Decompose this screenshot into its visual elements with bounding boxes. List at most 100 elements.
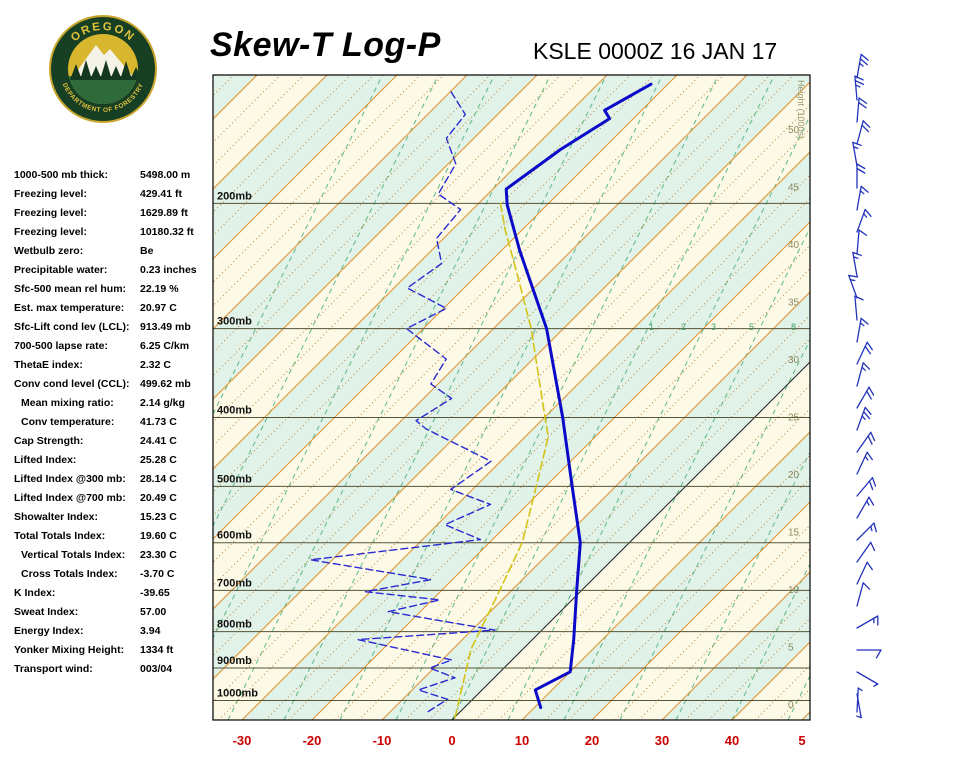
svg-text:200mb: 200mb [217, 190, 252, 202]
index-label: Lifted Index @700 mb: [14, 492, 126, 504]
index-label: Transport wind: [14, 663, 93, 675]
index-label: 700-500 lapse rate: [14, 340, 108, 352]
index-value: 6.25 C/km [140, 340, 190, 352]
dotted-isotherms [213, 75, 810, 720]
index-row: Vertical Totals Index: 23.30 C [14, 549, 220, 568]
index-row: Cap Strength: 24.41 C [14, 435, 220, 454]
index-label: Freezing level: [14, 226, 87, 238]
svg-text:25: 25 [788, 413, 800, 424]
index-row: Transport wind: 003/04 [14, 663, 220, 682]
index-row: Lifted Index @300 mb: 28.14 C [14, 473, 220, 492]
dewpoint-trace [309, 87, 496, 713]
temperature-bands [213, 75, 810, 720]
index-value: 23.30 C [140, 549, 177, 561]
index-value: 25.28 C [140, 454, 177, 466]
temperature-trace [504, 82, 653, 710]
svg-text:1000mb: 1000mb [217, 688, 258, 700]
svg-text:600mb: 600mb [217, 530, 252, 542]
svg-text:40: 40 [725, 733, 739, 748]
index-label: Yonker Mixing Height: [14, 644, 125, 656]
svg-text:700mb: 700mb [217, 577, 252, 589]
index-value: -3.70 C [140, 568, 175, 580]
index-value: 28.14 C [140, 473, 177, 485]
index-row: 700-500 lapse rate: 6.25 C/km [14, 340, 220, 359]
svg-text:5: 5 [749, 322, 754, 332]
station-label: KSLE 0000Z 16 JAN 17 [533, 38, 778, 64]
index-row: 1000-500 mb thick: 5498.00 m [14, 169, 220, 188]
index-label: Precipitable water: [14, 264, 108, 276]
svg-text:800mb: 800mb [217, 619, 252, 631]
index-row: Freezing level: 1629.89 ft [14, 207, 220, 226]
index-row: Energy Index: 3.94 [14, 625, 220, 644]
svg-text:20: 20 [585, 733, 599, 748]
index-row: Sfc-500 mean rel hum: 22.19 % [14, 283, 220, 302]
indices-panel: 1000-500 mb thick: 5498.00 m Freezing leve… [14, 169, 220, 682]
index-value: 15.23 C [140, 511, 177, 523]
index-label: Freezing level: [14, 207, 87, 219]
index-label: Lifted Index @300 mb: [14, 473, 126, 485]
index-label: Sweat Index: [14, 606, 79, 618]
pressure-lines [213, 202, 810, 702]
index-value: Be [140, 245, 154, 257]
index-label: Cross Totals Index: [21, 568, 118, 580]
svg-text:15: 15 [788, 528, 800, 539]
index-value: 2.14 g/kg [140, 397, 185, 409]
index-row: K Index: -39.65 [14, 587, 220, 606]
chart-border [212, 74, 811, 721]
svg-text:10: 10 [788, 585, 800, 596]
index-value: 0.23 inches [140, 264, 197, 276]
moist-adiabats [213, 75, 810, 720]
index-value: 19.60 C [140, 530, 177, 542]
index-value: 41.73 C [140, 416, 177, 428]
svg-text:5: 5 [798, 733, 805, 748]
isotherms [213, 75, 810, 720]
index-row: ThetaE index: 2.32 C [14, 359, 220, 378]
index-row: Showalter Index: 15.23 C [14, 511, 220, 530]
svg-text:10: 10 [515, 733, 529, 748]
height-scale: 0 5 10 15 20 25 30 35 40 45 50 [788, 125, 800, 711]
svg-text:300mb: 300mb [217, 316, 252, 328]
index-value: 57.00 [140, 606, 167, 618]
temperature-axis-labels: -30 -20 -10 0 10 20 30 40 5 [233, 733, 806, 748]
svg-text:500mb: 500mb [217, 473, 252, 485]
svg-text:20: 20 [788, 470, 800, 481]
index-row: Yonker Mixing Height: 1334 ft [14, 644, 220, 663]
index-row: Sfc-Lift cond lev (LCL): 913.49 mb [14, 321, 220, 340]
index-value: 20.97 C [140, 302, 177, 314]
index-label: Lifted Index: [14, 454, 77, 466]
index-label: Mean mixing ratio: [21, 397, 114, 409]
index-value: 24.41 C [140, 435, 177, 447]
index-value: 429.41 ft [140, 188, 183, 200]
index-label: Cap Strength: [14, 435, 84, 447]
index-value: 3.94 [140, 625, 161, 637]
svg-text:-30: -30 [233, 733, 252, 748]
svg-text:30: 30 [788, 355, 800, 366]
index-row: Total Totals Index: 19.60 C [14, 530, 220, 549]
odf-logo: OREGON DEPARTMENT OF FORESTRY [49, 15, 157, 123]
svg-text:3: 3 [711, 322, 716, 332]
index-label: ThetaE index: [14, 359, 83, 371]
svg-text:8: 8 [791, 322, 796, 332]
index-label: Conv cond level (CCL): [14, 378, 130, 390]
index-label: Est. max temperature: [14, 302, 125, 314]
index-value: 22.19 % [140, 283, 179, 295]
index-value: 20.49 C [140, 492, 177, 504]
svg-text:0: 0 [448, 733, 455, 748]
index-row: Conv cond level (CCL): 499.62 mb [14, 378, 220, 397]
svg-text:0: 0 [788, 700, 794, 711]
index-value: 499.62 mb [140, 378, 191, 390]
index-label: Vertical Totals Index: [21, 549, 126, 561]
index-row: Freezing level: 10180.32 ft [14, 226, 220, 245]
index-label: Energy Index: [14, 625, 84, 637]
mixing-ratio-labels: 1 2 3 5 8 [649, 322, 796, 332]
index-value: 2.32 C [140, 359, 171, 371]
index-value: 10180.32 ft [140, 226, 194, 238]
index-row: Lifted Index @700 mb: 20.49 C [14, 492, 220, 511]
index-value: 1629.89 ft [140, 207, 188, 219]
svg-text:45: 45 [788, 183, 800, 194]
index-value: 003/04 [140, 663, 173, 675]
svg-text:400mb: 400mb [217, 404, 252, 416]
height-axis-title: Height (1000s) [796, 80, 806, 139]
